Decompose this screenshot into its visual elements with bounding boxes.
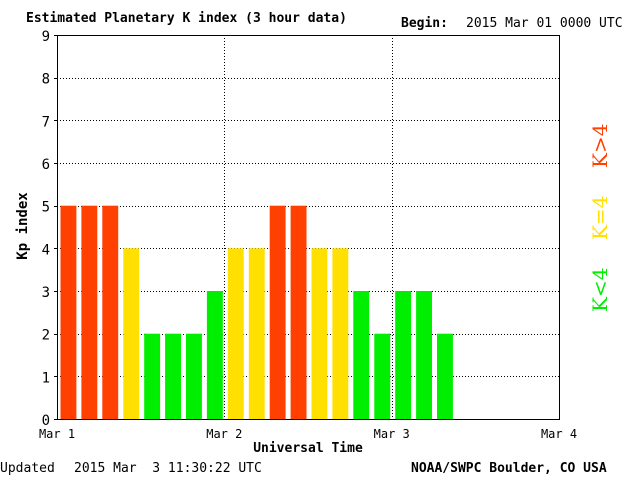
bar-series <box>60 205 453 419</box>
x-axis-label: Universal Time <box>253 441 363 456</box>
chart-title: Estimated Planetary K index (3 hour data… <box>26 11 347 26</box>
kp-bar <box>248 248 265 419</box>
kp-bar <box>416 291 432 419</box>
kp-bar <box>374 333 391 419</box>
legend-high: K>4 <box>588 123 612 168</box>
begin-value: 2015 Mar 01 0000 UTC <box>466 16 623 31</box>
kp-bar <box>437 333 453 419</box>
kp-bar <box>395 291 412 419</box>
legend-mid: K=4 <box>588 195 612 240</box>
y-tick-label: 7 <box>42 114 50 130</box>
updated-label: Updated <box>0 461 55 476</box>
kp-bar <box>81 205 98 419</box>
kp-bar <box>311 248 328 419</box>
y-tick-label: 8 <box>42 72 50 88</box>
kp-bar <box>269 205 286 419</box>
kp-bar <box>60 205 77 419</box>
y-tick-label: 3 <box>42 285 50 301</box>
y-tick-label: 2 <box>42 328 50 344</box>
x-tick-label: Mar 1 <box>39 427 75 441</box>
kp-bar <box>332 248 349 419</box>
x-tick-label: Mar 3 <box>374 427 410 441</box>
y-axis-label: Kp index <box>15 192 31 260</box>
y-tick-label: 5 <box>42 200 50 216</box>
y-tick-label: 1 <box>42 370 50 386</box>
source-credit: NOAA/SWPC Boulder, CO USA <box>411 461 607 476</box>
kp-bar <box>102 205 119 419</box>
begin-label: Begin: <box>401 16 448 31</box>
kp-bar <box>123 248 140 419</box>
axes <box>54 35 560 420</box>
y-tick-label: 6 <box>42 157 50 173</box>
updated-value: 2015 Mar 3 11:30:22 UTC <box>74 461 262 476</box>
kp-bar <box>206 291 223 419</box>
tick-labels: 0 1 2 3 4 5 6 7 8 9 Mar 1 Mar 2 Mar 3 Mar 4 <box>39 29 577 441</box>
y-tick-label: 0 <box>42 413 50 429</box>
kp-bar <box>227 248 244 419</box>
plot-frame <box>57 35 560 420</box>
legend-low: K<4 <box>588 267 612 312</box>
kp-bar <box>186 333 202 419</box>
kp-bar <box>290 205 307 419</box>
kp-bar <box>144 333 161 419</box>
x-tick-label: Mar 2 <box>206 427 242 441</box>
y-tick-label: 9 <box>42 29 50 45</box>
x-tick-label: Mar 4 <box>541 427 577 441</box>
y-tick-label: 4 <box>42 242 50 258</box>
kp-bar <box>165 333 181 419</box>
grid-lines <box>57 35 559 419</box>
kp-bar <box>353 291 370 419</box>
